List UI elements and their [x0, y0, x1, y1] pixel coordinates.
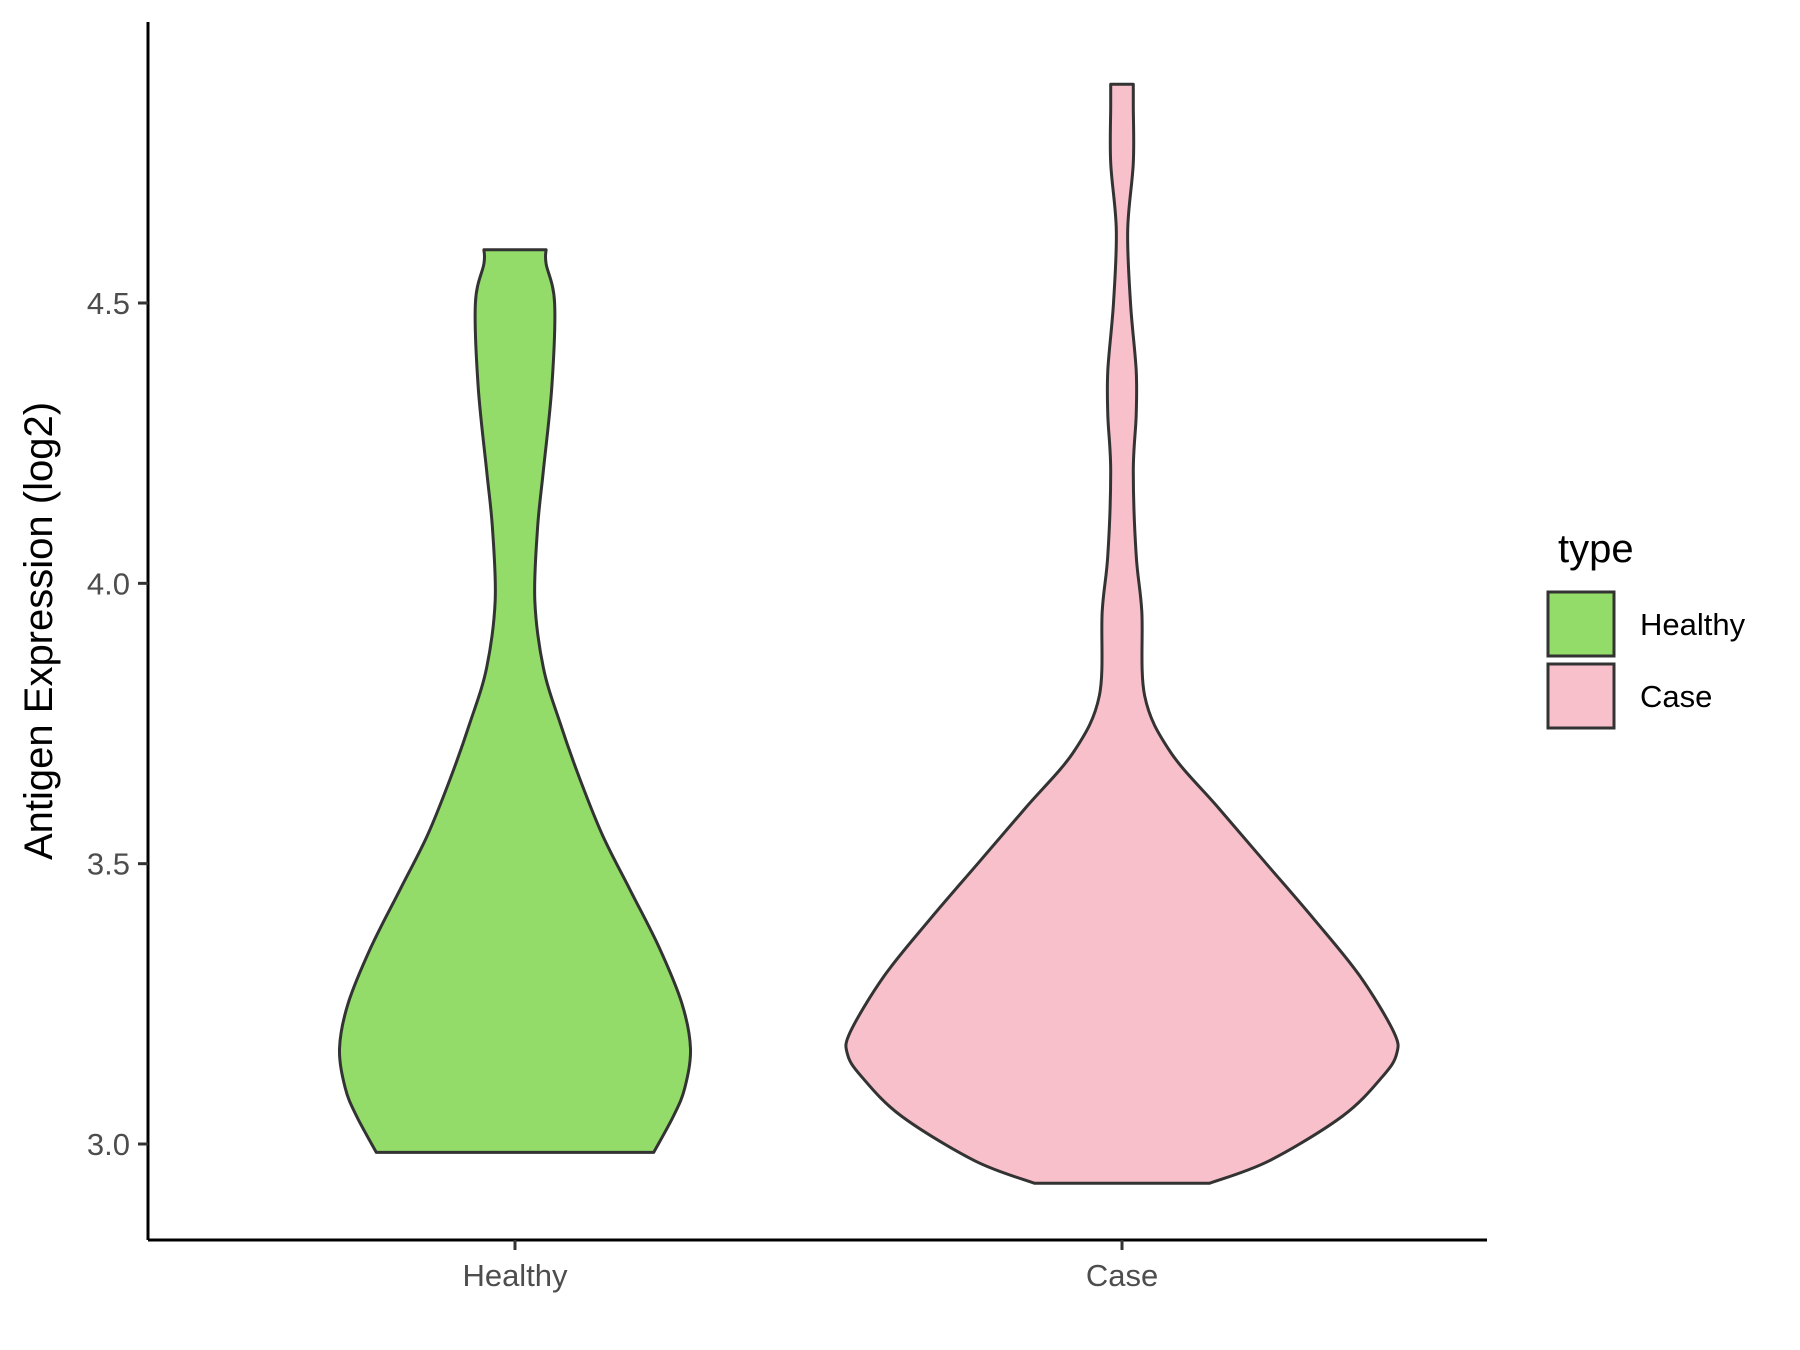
- y-tick-label: 4.0: [87, 566, 130, 601]
- violin-healthy: [337, 248, 693, 1154]
- legend: Healthy Case: [1546, 590, 1746, 730]
- y-tick-label: 3.0: [87, 1127, 130, 1162]
- legend-label: Healthy: [1640, 607, 1746, 642]
- x-tick-group: Healthy Case: [462, 1240, 1158, 1293]
- violin-layer: [337, 82, 1400, 1185]
- y-tick-group: 3.0 3.5 4.0 4.5: [87, 286, 148, 1162]
- x-tick-label: Healthy: [462, 1258, 568, 1293]
- legend-title: type: [1558, 527, 1634, 571]
- legend-key-case: [1546, 662, 1616, 730]
- x-tick-label: Case: [1086, 1258, 1158, 1293]
- y-tick-label: 4.5: [87, 286, 130, 321]
- violin-case: [844, 82, 1400, 1185]
- legend-key-healthy: [1546, 590, 1616, 658]
- y-axis-title: Antigen Expression (log2): [17, 402, 61, 860]
- legend-label: Case: [1640, 679, 1712, 714]
- y-tick-label: 3.5: [87, 847, 130, 882]
